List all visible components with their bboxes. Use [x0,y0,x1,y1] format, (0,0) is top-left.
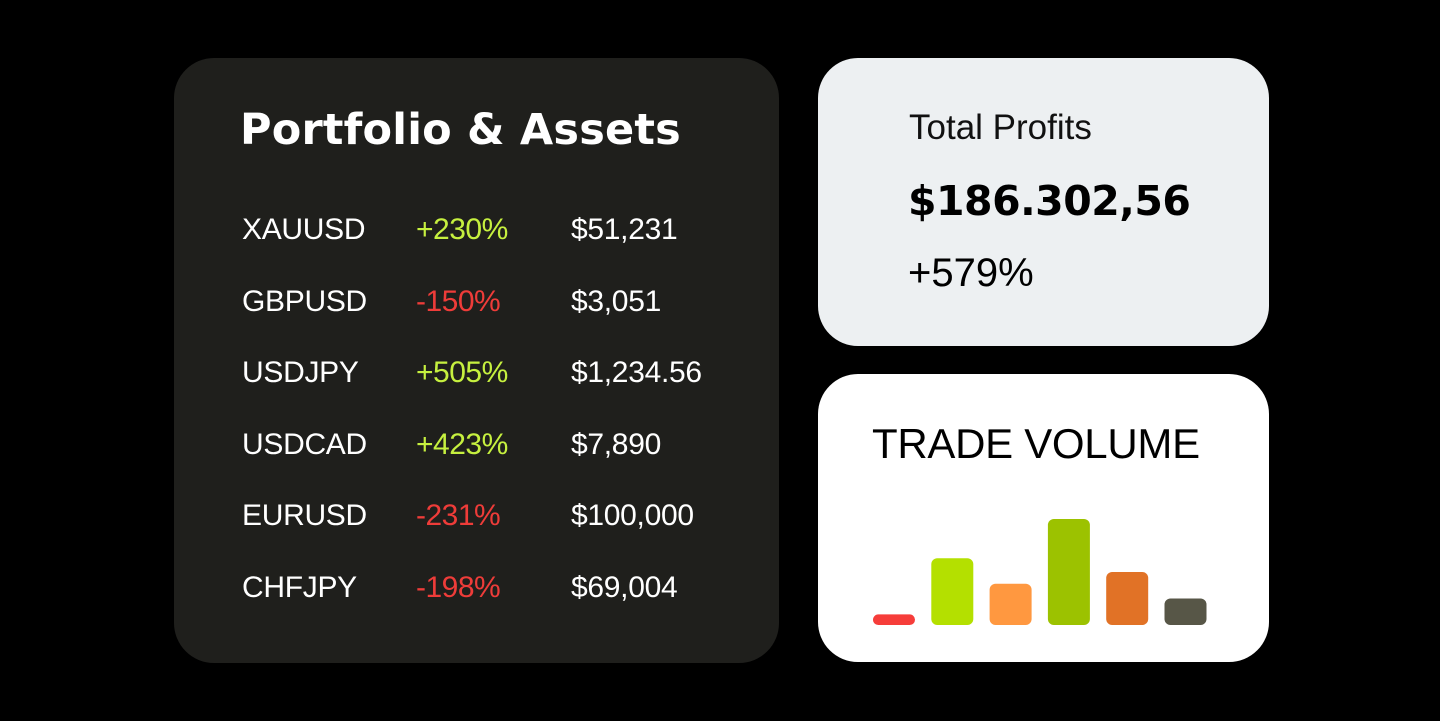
volume-bar [1164,598,1207,625]
asset-symbol: XAUUSD [242,213,366,246]
trade-volume-card: TRADE VOLUME [818,374,1269,662]
asset-change: -150% [416,284,501,318]
asset-symbol: EURUSD [242,499,367,533]
asset-symbol: GBPUSD [242,284,367,318]
trade-volume-title: TRADE VOLUME [872,420,1200,467]
total-profits-label: Total Profits [909,108,1092,147]
asset-amount: $1,234.56 [571,356,702,390]
total-profits-card: Total Profits $186.302,56 +579% [818,58,1269,346]
asset-amount: $51,231 [571,213,678,246]
asset-row[interactable]: USDJPY +505% $1,234.56 [242,345,762,417]
asset-row[interactable]: XAUUSD +230% $51,231 [242,202,762,274]
asset-change: +230% [416,213,508,246]
asset-row[interactable]: EURUSD -231% $100,000 [242,488,762,560]
volume-bar [1047,519,1090,625]
asset-change: +423% [416,427,508,461]
portfolio-card: Portfolio & Assets XAUUSD +230% $51,231 … [174,58,779,663]
asset-symbol: USDJPY [242,356,359,390]
asset-amount: $100,000 [571,499,694,533]
total-profits-change: +579% [908,251,1034,295]
asset-change: +505% [416,356,508,390]
asset-change: -198% [416,570,501,604]
total-profits-value: $186.302,56 [908,177,1191,225]
asset-row[interactable]: USDCAD +423% $7,890 [242,417,762,489]
trade-volume-chart [873,519,1207,625]
portfolio-title: Portfolio & Assets [240,105,681,155]
asset-list: XAUUSD +230% $51,231 GBPUSD -150% $3,051… [242,202,762,632]
volume-bar [873,614,915,625]
asset-amount: $7,890 [571,427,661,461]
asset-symbol: CHFJPY [242,570,357,604]
asset-symbol: USDCAD [242,427,367,461]
volume-bar [1106,572,1149,625]
asset-row[interactable]: CHFJPY -198% $69,004 [242,560,762,632]
asset-change: -231% [416,499,501,533]
volume-bar [989,583,1032,625]
asset-row[interactable]: GBPUSD -150% $3,051 [242,274,762,346]
asset-amount: $3,051 [571,284,661,318]
volume-bar [931,558,974,625]
asset-amount: $69,004 [571,570,678,604]
